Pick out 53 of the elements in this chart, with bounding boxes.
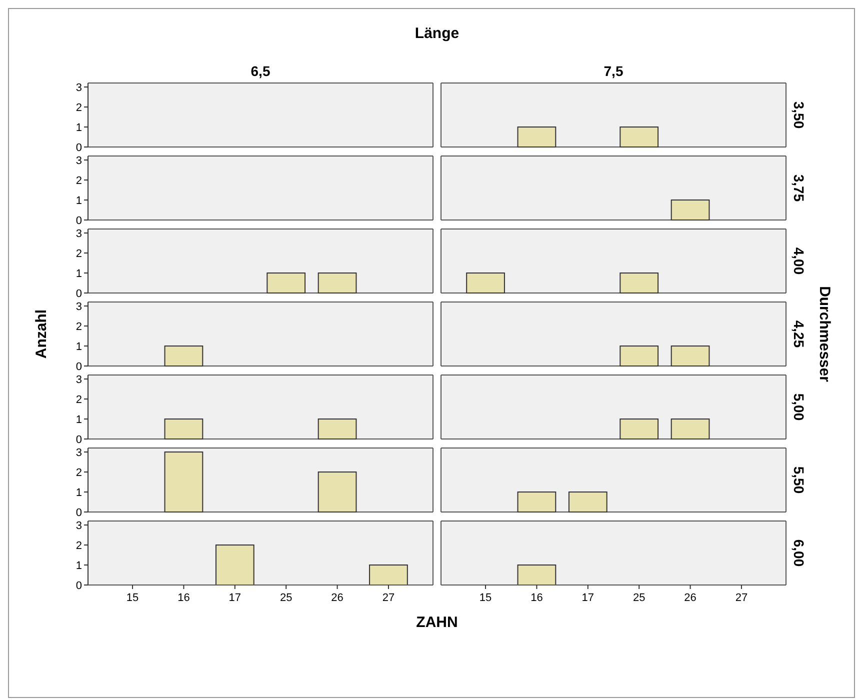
x-tick-label: 16 [530,592,543,604]
y-tick-label: 0 [76,360,82,373]
y-tick-label: 0 [76,580,82,592]
x-tick-label: 15 [479,592,492,604]
x-axis-title: ZAHN [416,614,458,631]
text: 5,50 [791,466,807,494]
y-tick-label: 2 [76,174,82,187]
y-tick-label: 2 [76,320,82,333]
x-tick-label: 15 [126,592,139,604]
y-tick-label: 3 [76,446,82,459]
y-tick-label: 3 [76,300,82,313]
y-tick-label: 3 [76,154,82,167]
y-tick-label: 2 [76,394,82,406]
y-tick-label: 3 [76,82,82,94]
y-tick-label: 2 [76,102,82,114]
y-tick-label: 2 [76,248,82,260]
text: 3,50 [791,101,807,129]
x-tick-label: 25 [280,592,292,604]
y-tick-label: 1 [76,268,82,280]
x-tick-label: 27 [382,592,395,604]
y-tick-label: 0 [76,142,82,154]
x-tick-label: 25 [632,592,646,604]
text: 5,00 [791,393,807,421]
text: 4,25 [791,320,807,348]
text: 6,5 [250,63,270,79]
x-tick-label: 17 [228,592,242,604]
y-tick-label: 1 [76,560,82,572]
x-tick-label: 27 [735,592,748,604]
x-tick-label: 16 [178,592,190,604]
y-axis-title: Anzahl [33,309,50,359]
text: 4,00 [791,247,807,275]
y-tick-label: 2 [76,540,82,552]
y-tick-label: 2 [76,466,82,479]
y-tick-label: 3 [76,228,82,240]
y-tick-label: 1 [76,486,82,499]
x-tick-label: 26 [684,592,696,604]
x-tick-label: 17 [582,592,594,604]
y-tick-label: 0 [76,506,82,519]
text: 3,75 [791,174,807,202]
y-tick-label: 1 [76,122,82,134]
text: 7,5 [604,63,624,79]
y-tick-label: 1 [76,414,82,426]
y-tick-label: 1 [76,194,82,207]
y-tick-label: 3 [76,374,82,386]
y-tick-label: 1 [76,340,82,353]
y-tick-label: 0 [76,434,82,446]
y2-axis-title: Durchmesser [816,286,833,382]
y-tick-label: 0 [76,288,82,300]
chart-title: Länge [414,25,460,42]
text: 6,00 [791,539,807,567]
y-tick-label: 0 [76,214,82,227]
x-tick-label: 26 [331,592,344,604]
y-tick-label: 3 [76,520,82,532]
